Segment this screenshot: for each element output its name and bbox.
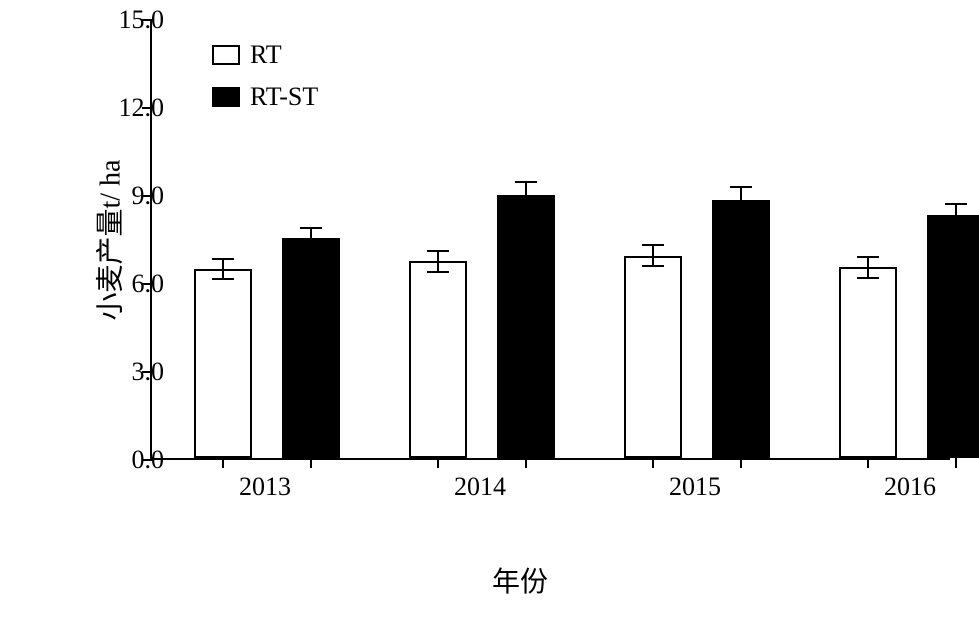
x-tick [652,458,654,468]
legend-label-rtst: RT-ST [250,82,318,112]
legend-item-rt: RT [212,40,318,70]
chart-container: RT RT-ST 2013 2014 2015 2016 [150,20,950,530]
x-tick-label: 2016 [884,472,936,502]
legend-item-rtst: RT-ST [212,82,318,112]
x-tick [740,458,742,468]
x-tick-label: 2015 [669,472,721,502]
x-tick-label: 2013 [239,472,291,502]
x-tick [437,458,439,468]
bar-rt [194,269,252,458]
legend-swatch-rt [212,45,240,65]
bar-rtst [927,215,979,458]
legend-swatch-rtst [212,87,240,107]
y-tick-label: 12.0 [94,93,164,123]
x-tick [222,458,224,468]
bar-rtst [497,195,555,458]
bar-rtst [712,200,770,458]
y-tick-label: 3.0 [94,357,164,387]
x-tick-label: 2014 [454,472,506,502]
plot-area: RT RT-ST [150,20,950,460]
x-tick [867,458,869,468]
bar-rt [409,261,467,458]
x-tick [955,458,957,468]
y-tick-label: 0.0 [94,445,164,475]
legend: RT RT-ST [212,40,318,124]
bar-rt [839,267,897,458]
bar-rt [624,256,682,458]
bar-rtst [282,238,340,458]
legend-label-rt: RT [250,40,282,70]
y-tick-label: 9.0 [94,181,164,211]
x-tick [310,458,312,468]
x-tick [525,458,527,468]
y-tick-label: 15.0 [94,5,164,35]
x-axis-title: 年份 [492,560,548,600]
y-tick-label: 6.0 [94,269,164,299]
